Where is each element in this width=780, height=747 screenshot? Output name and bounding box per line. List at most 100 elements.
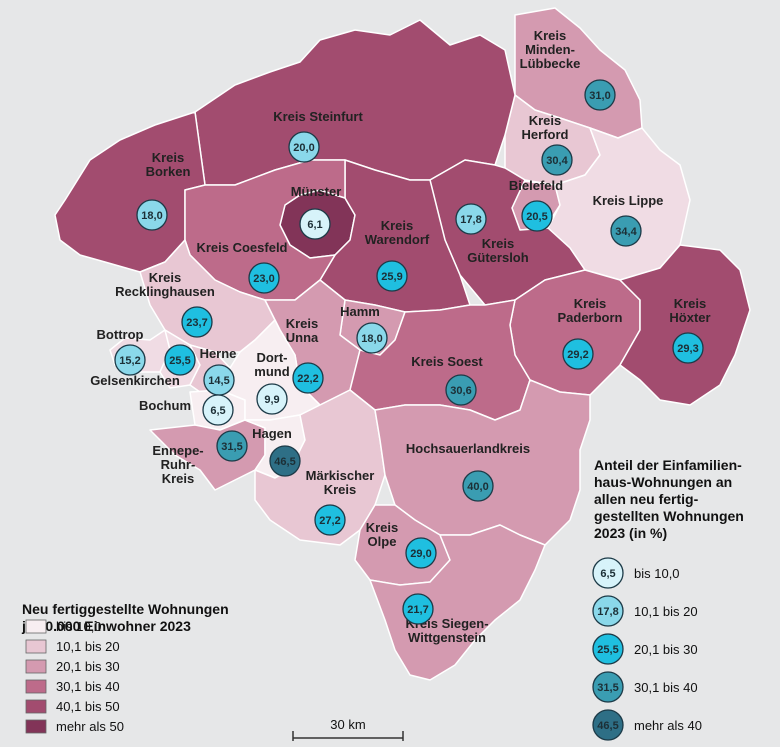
legend-bubble-sample: 17,8 xyxy=(592,595,624,627)
region-dortmund xyxy=(219,319,321,421)
bubble-borken: 18,0 xyxy=(136,199,168,231)
bubble-maerkisch-value: 27,2 xyxy=(319,515,340,527)
bubble-olpe: 29,0 xyxy=(405,537,437,569)
legend-bubble-sample-circle xyxy=(592,557,624,589)
bubble-recklinghausen: 23,7 xyxy=(181,306,213,338)
bubble-siegen: 21,7 xyxy=(402,593,434,625)
bubble-maerkisch-circle xyxy=(314,504,346,536)
bubble-maerkisch: 27,2 xyxy=(314,504,346,536)
legend-bubble-sample-value: 46,5 xyxy=(597,720,618,732)
bubble-steinfurt-circle xyxy=(288,131,320,163)
bubble-muenster-circle xyxy=(299,208,331,240)
bubble-hochsauerland-value: 40,0 xyxy=(467,481,488,493)
legend-bubble-title: Anteil der Einfamilien-haus-Wohnungen an… xyxy=(594,457,744,541)
legend-bubble-sample-circle xyxy=(592,709,624,741)
label-bottrop: Bottrop xyxy=(97,327,144,342)
legend-fill-swatch xyxy=(25,679,47,694)
bubble-lippe-circle xyxy=(610,215,642,247)
bubble-bochum-value: 6,5 xyxy=(210,405,225,417)
label-dortmund: Dort-mund xyxy=(254,350,289,379)
legend-bubble-label: mehr als 40 xyxy=(634,718,702,733)
label-ennepe: Ennepe-Ruhr-Kreis xyxy=(152,443,203,486)
bubble-unna: 22,2 xyxy=(292,362,324,394)
label-hoexter: Kreis Höxter xyxy=(669,296,710,325)
legend-fill-swatch xyxy=(25,719,47,734)
legend-bubble-label: 20,1 bis 30 xyxy=(634,642,698,657)
bubble-hagen-circle xyxy=(269,445,301,477)
bubble-hoexter-value: 29,3 xyxy=(677,343,698,355)
bubble-hagen: 46,5 xyxy=(269,445,301,477)
legend-fill-swatch xyxy=(25,659,47,674)
legend-fill-label: bis 10,0 xyxy=(56,619,102,634)
label-soest: Kreis Soest xyxy=(411,354,483,369)
bubble-siegen-value: 21,7 xyxy=(407,604,428,616)
bubble-bielefeld: 20,5 xyxy=(521,200,553,232)
legend-fill-label: 30,1 bis 40 xyxy=(56,679,120,694)
bubble-paderborn-value: 29,2 xyxy=(567,349,588,361)
legend-bubble-sample: 31,5 xyxy=(592,671,624,703)
legend-bubble-sample-value: 25,5 xyxy=(597,644,618,656)
legend-housing-density: Neu fertiggestellte Wohnungen je 10.000 E… xyxy=(21,601,229,734)
legend-bubble-sample: 6,5 xyxy=(592,557,624,589)
legend-bubble-sample-circle xyxy=(592,671,624,703)
bubble-guetersloh: 17,8 xyxy=(455,203,487,235)
bubble-recklinghausen-value: 23,7 xyxy=(186,317,207,329)
legend-fill-title: Neu fertiggestellte Wohnungen je 10.000 E… xyxy=(21,601,229,634)
bubble-warendorf-circle xyxy=(376,260,408,292)
label-hagen: Hagen xyxy=(252,426,292,441)
bubble-hagen-value: 46,5 xyxy=(274,456,295,468)
bubble-borken-circle xyxy=(136,199,168,231)
bubble-lippe: 34,4 xyxy=(610,215,642,247)
bubble-coesfeld-value: 23,0 xyxy=(253,273,274,285)
label-gelsenkirchen: Gelsenkirchen xyxy=(90,373,180,388)
bubble-herford-value: 30,4 xyxy=(546,155,568,167)
bubble-gelsenkirchen: 25,5 xyxy=(164,344,196,376)
bubble-coesfeld-circle xyxy=(248,262,280,294)
label-borken: Kreis Borken xyxy=(146,150,191,179)
bubble-gelsenkirchen-circle xyxy=(164,344,196,376)
bubble-herford-circle xyxy=(541,144,573,176)
bubble-dortmund-circle xyxy=(256,383,288,415)
label-coesfeld: Kreis Coesfeld xyxy=(196,240,287,255)
scale-bar: 30 km xyxy=(292,717,404,741)
bubble-unna-value: 22,2 xyxy=(297,373,318,385)
label-bochum: Bochum xyxy=(139,398,191,413)
legend-fill-label: mehr als 50 xyxy=(56,719,124,734)
bubble-bochum-circle xyxy=(202,394,234,426)
bubble-hochsauerland-circle xyxy=(462,470,494,502)
bubble-steinfurt-value: 20,0 xyxy=(293,142,314,154)
bubble-soest-value: 30,6 xyxy=(450,385,471,397)
bubble-warendorf: 25,9 xyxy=(376,260,408,292)
bubble-hoexter: 29,3 xyxy=(672,332,704,364)
bubble-guetersloh-circle xyxy=(455,203,487,235)
bubble-ennepe-circle xyxy=(216,430,248,462)
bubble-bottrop: 15,2 xyxy=(114,344,146,376)
bubble-guetersloh-value: 17,8 xyxy=(460,214,481,226)
label-herne: Herne xyxy=(200,346,237,361)
bubble-bottrop-circle xyxy=(114,344,146,376)
region-siegen xyxy=(369,524,546,681)
bubble-soest: 30,6 xyxy=(445,374,477,406)
legend-fill-label: 40,1 bis 50 xyxy=(56,699,120,714)
label-hochsauerland: Hochsauerlandkreis xyxy=(406,441,530,456)
bubble-dortmund: 9,9 xyxy=(256,383,288,415)
legend-bubble-sample-value: 31,5 xyxy=(597,682,618,694)
label-muenster: Münster xyxy=(291,184,342,199)
label-warendorf: Kreis Warendorf xyxy=(365,218,430,247)
label-recklinghausen: Kreis Recklinghausen xyxy=(115,270,215,299)
bubble-paderborn-circle xyxy=(562,338,594,370)
legend-bubble-sample-value: 17,8 xyxy=(597,606,618,618)
bubble-borken-value: 18,0 xyxy=(141,210,162,222)
region-guetersloh xyxy=(429,159,586,306)
legend-bubble-sample-value: 6,5 xyxy=(600,568,615,580)
scale-bar-label: 30 km xyxy=(330,717,365,732)
legend-fill-label: 20,1 bis 30 xyxy=(56,659,120,674)
label-unna: Kreis Unna xyxy=(286,316,319,345)
bubble-steinfurt: 20,0 xyxy=(288,131,320,163)
label-paderborn: Kreis Paderborn xyxy=(557,296,622,325)
bubble-muenster: 6,1 xyxy=(299,208,331,240)
bubble-dortmund-value: 9,9 xyxy=(264,394,279,406)
label-hamm: Hamm xyxy=(340,304,380,319)
